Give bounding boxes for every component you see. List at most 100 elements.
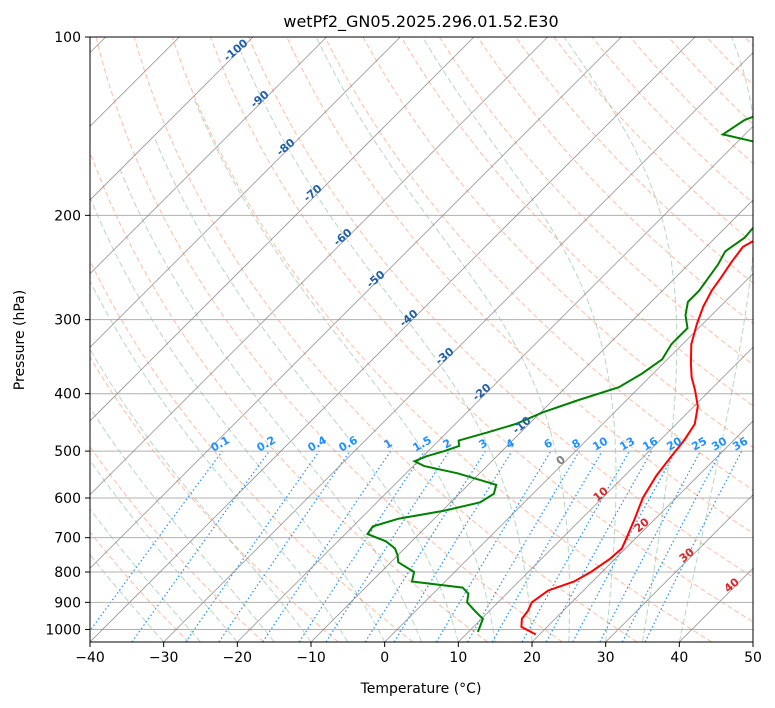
- mixing-ratio-line: [325, 450, 450, 642]
- moist-adiabat: [240, 51, 533, 642]
- y-tick-label: 900: [54, 595, 81, 611]
- isotherm-line: [384, 273, 753, 642]
- dry-adiabat: [248, 37, 753, 578]
- y-tick-label: 100: [54, 30, 81, 46]
- isotherm-label: -90: [248, 88, 272, 111]
- mixing-ratio-line: [185, 450, 320, 642]
- chart-title: wetPf2_GN05.2025.296.01.52.E30: [283, 12, 558, 32]
- mixing-ratio-label: 16: [640, 434, 660, 453]
- mixing-ratio-line: [262, 450, 392, 642]
- mixing-ratio-line: [218, 450, 351, 642]
- dry-adiabat: [90, 531, 190, 642]
- moist-adiabat: [90, 406, 275, 642]
- isotherm-label: -50: [364, 268, 388, 291]
- moist-adiabat: [90, 508, 201, 642]
- dry-adiabat: [90, 150, 488, 642]
- y-tick-label: 600: [54, 491, 81, 507]
- isotherm-line: [90, 37, 327, 275]
- y-tick-label: 700: [54, 531, 81, 547]
- mixing-ratio-label: 10: [590, 434, 610, 453]
- isotherm-label: -100: [221, 36, 251, 64]
- dry-adiabat: [362, 37, 753, 449]
- mixing-ratio-line: [621, 450, 722, 642]
- mixing-ratio-label: 13: [617, 435, 637, 454]
- isotherm-line: [605, 494, 753, 642]
- x-axis: −40 −30 −20 −10 0 10 20 30 40 50: [75, 642, 762, 666]
- mixing-ratio-label: 20: [664, 434, 684, 453]
- mixing-ratio-line: [521, 450, 631, 642]
- moist-adiabat: [678, 37, 753, 642]
- mixing-ratio-line: [466, 450, 580, 642]
- x-tick-label: −20: [223, 650, 253, 666]
- isotherm-line: [458, 346, 753, 642]
- dry-adiabat: [553, 37, 753, 244]
- isotherm-label: 30: [677, 545, 697, 565]
- isotherm-label: 40: [722, 575, 742, 595]
- moist-adiabat: [90, 459, 238, 642]
- dry-adiabat: [515, 37, 753, 284]
- mixing-ratio-line: [298, 450, 425, 642]
- x-tick-label: −30: [149, 650, 179, 666]
- mixing-ratio-label: 3: [477, 436, 490, 451]
- y-tick-label: 1000: [45, 622, 81, 638]
- mixing-ratio-label: 30: [709, 434, 729, 453]
- dry-adiabat: [133, 37, 638, 642]
- isotherm-label: -20: [470, 381, 494, 404]
- dry-adiabat: [744, 37, 753, 47]
- isotherm-line: [310, 199, 753, 642]
- mixing-ratio-line: [393, 450, 513, 642]
- y-axis: 100 200 300 400 500 600 700 800 900 1000: [45, 30, 90, 638]
- dewpoint-line: [365, 115, 753, 633]
- x-tick-label: 0: [380, 650, 389, 666]
- mixing-ratio-line: [435, 450, 552, 642]
- x-tick-label: 40: [670, 650, 688, 666]
- isotherm-label: -40: [397, 307, 421, 330]
- isotherm-line: [679, 567, 753, 642]
- dry-adiabat: [95, 37, 563, 642]
- isotherm-label: -80: [274, 136, 298, 159]
- x-tick-label: −40: [75, 650, 105, 666]
- moist-adiabat: [90, 199, 386, 642]
- plot-frame: [89, 36, 754, 643]
- isotherm-line: [531, 420, 753, 642]
- y-tick-label: 300: [54, 313, 81, 329]
- x-tick-label: 30: [597, 650, 615, 666]
- mixing-ratio-label: 36: [730, 434, 750, 453]
- mixing-ratio-line: [644, 450, 743, 642]
- moist-adiabat: [315, 37, 570, 642]
- dry-adiabat: [210, 37, 753, 623]
- isotherm-label: -70: [301, 182, 325, 205]
- dry-adiabat: [90, 356, 339, 642]
- y-tick-label: 500: [54, 444, 81, 460]
- x-tick-label: 20: [523, 650, 541, 666]
- moist-adiabat: [194, 100, 496, 642]
- isotherm-line: [752, 641, 753, 642]
- isotherm-label: -30: [433, 345, 457, 368]
- y-tick-label: 400: [54, 387, 81, 403]
- mixing-ratio-line: [131, 450, 270, 642]
- temperature-line: [520, 240, 753, 636]
- moist-adiabat: [119, 170, 422, 642]
- mixing-ratio-line: [572, 450, 677, 642]
- mixing-ratio-line: [90, 450, 223, 632]
- isotherm-line: [90, 37, 696, 642]
- isotherm-line: [163, 52, 753, 642]
- dry-adiabat: [171, 37, 712, 642]
- dry-adiabat: [438, 37, 753, 366]
- isotherm-line: [237, 125, 753, 642]
- x-tick-label: 10: [449, 650, 467, 666]
- y-tick-label: 800: [54, 565, 81, 581]
- isotherm-line: [90, 37, 622, 569]
- mixing-ratio-line: [545, 450, 653, 642]
- plot-area: -100-90-80-70-60-50-40-30-20-10010203040…: [90, 36, 753, 642]
- isotherm-line: [90, 37, 475, 422]
- moist-adiabat: [90, 280, 349, 642]
- dry-adiabat: [400, 37, 753, 407]
- x-axis-label: Temperature (°C): [360, 681, 482, 697]
- y-tick-label: 200: [54, 208, 81, 224]
- dry-adiabat: [477, 37, 753, 325]
- x-tick-label: −10: [296, 650, 326, 666]
- mixing-ratio-label: 6: [542, 436, 555, 451]
- mixing-ratio-label: 1: [382, 436, 395, 451]
